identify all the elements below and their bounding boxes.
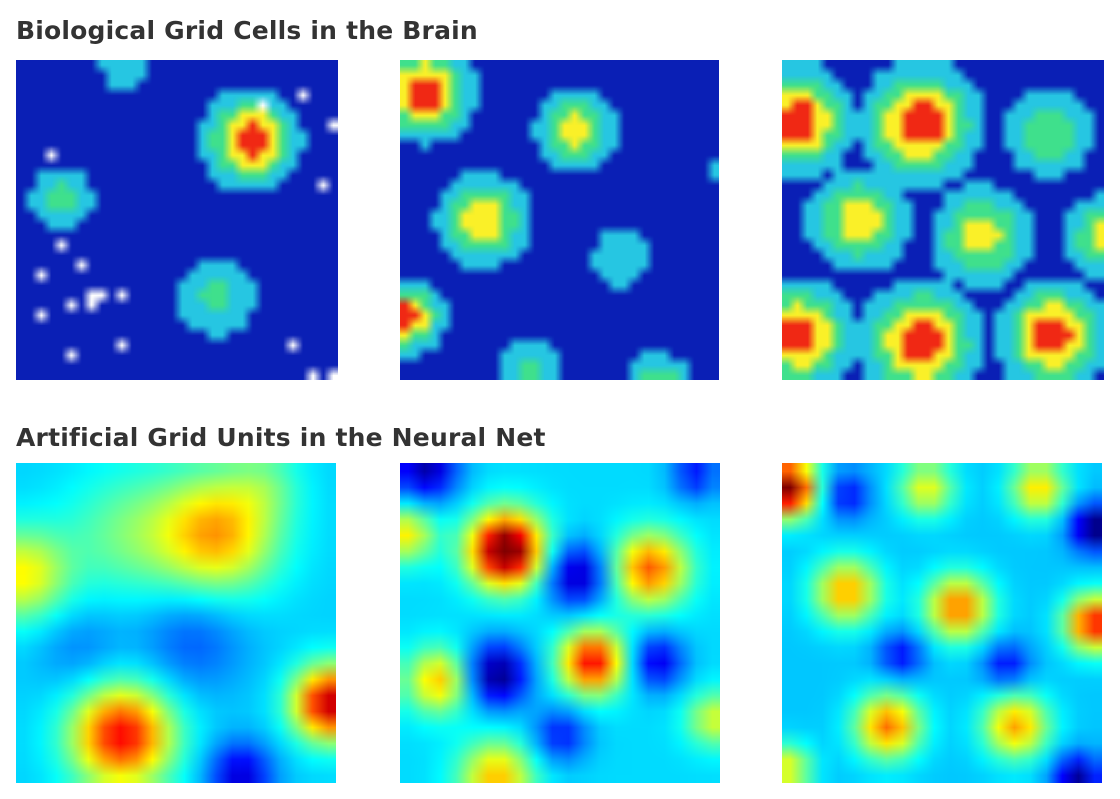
- biological-section-title: Biological Grid Cells in the Brain: [16, 16, 478, 45]
- biological-grid-cell-map-2: [400, 60, 719, 380]
- biological-grid-cell-map-1: [16, 60, 338, 380]
- artificial-grid-unit-map-1: [16, 463, 336, 783]
- artificial-grid-unit-map-2: [400, 463, 720, 783]
- artificial-grid-unit-map-3: [782, 463, 1102, 783]
- artificial-section-title: Artificial Grid Units in the Neural Net: [16, 423, 546, 452]
- biological-grid-cell-map-3: [782, 60, 1104, 380]
